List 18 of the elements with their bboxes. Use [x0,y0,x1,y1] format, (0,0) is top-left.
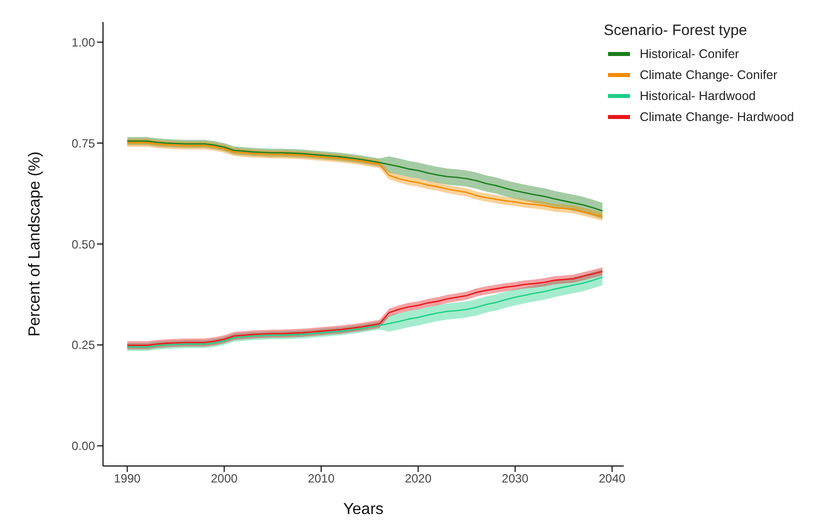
x-tick-label: 2030 [502,472,529,486]
y-tick-label: 0.75 [72,136,96,150]
y-tick-label: 0.50 [72,237,96,252]
x-tick-label: 2040 [598,472,626,486]
y-axis-title: Percent of Landscape (%) [26,152,44,336]
y-tick-label: 1.00 [72,35,96,50]
x-axis-title: Years [343,501,384,518]
legend-label: Historical- Hardwood [638,89,757,103]
y-tick-label: 0.25 [72,338,96,352]
x-tick-label: 2010 [308,472,335,486]
y-tick-label: 0.00 [72,439,96,454]
legend-label: Historical- Conifer [638,47,740,61]
legend-label: Climate Change- Hardwood [638,110,794,124]
legend-title: Scenario- Forest type [604,22,748,39]
x-tick-label: 1990 [114,472,141,486]
legend-label: Climate Change- Conifer [638,68,778,82]
x-tick-label: 2000 [210,472,238,486]
x-tick-label: 2020 [404,472,432,486]
